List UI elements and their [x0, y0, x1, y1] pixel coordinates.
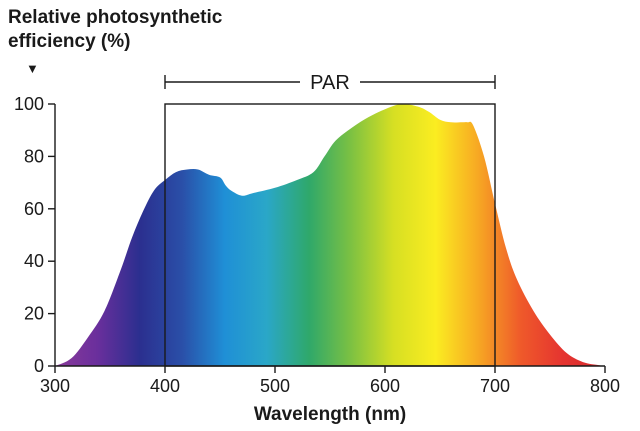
x-tick-label: 700 [480, 376, 510, 396]
y-axis-title-line-1: Relative photosynthetic [8, 7, 223, 28]
x-tick-label: 500 [260, 376, 290, 396]
y-tick-label: 40 [24, 251, 44, 271]
y-axis-title: Relative photosynthetic efficiency (%) [8, 6, 222, 54]
x-tick-label: 400 [150, 376, 180, 396]
y-tick-label: 100 [14, 94, 44, 114]
efficiency-area [55, 103, 605, 366]
x-tick-label: 300 [40, 376, 70, 396]
y-axis-title-line-2: efficiency (%) [8, 31, 131, 52]
y-tick-label: 60 [24, 199, 44, 219]
down-arrow-icon: ▼ [26, 61, 39, 76]
x-tick-label: 600 [370, 376, 400, 396]
y-tick-label: 0 [34, 356, 44, 376]
par-label: PAR [310, 72, 350, 94]
x-tick-label: 800 [590, 376, 620, 396]
y-tick-label: 20 [24, 304, 44, 324]
x-axis-title: Wavelength (nm) [254, 404, 406, 425]
y-tick-label: 80 [24, 146, 44, 166]
